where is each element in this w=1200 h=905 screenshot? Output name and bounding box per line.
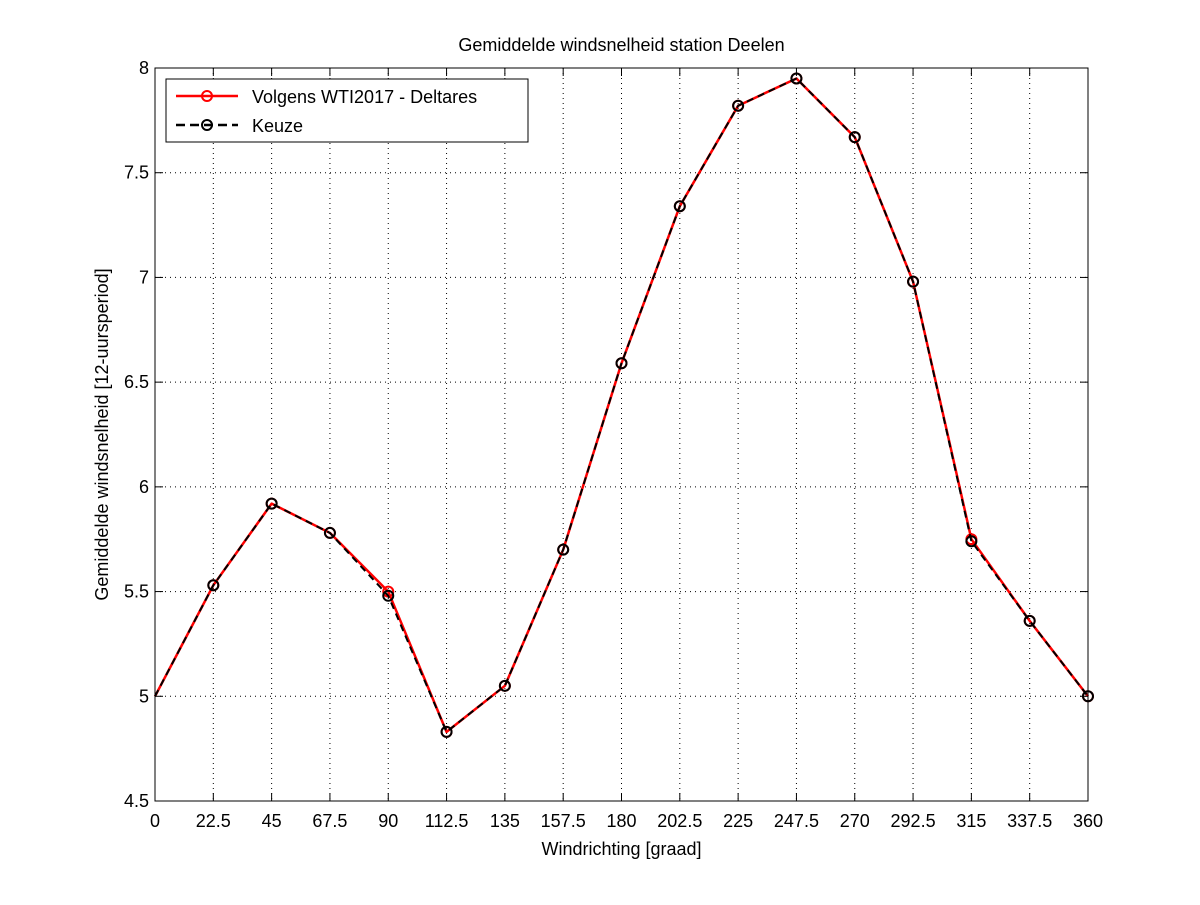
data-point-keuze <box>1023 614 1036 627</box>
x-axis-title: Windrichting [graad] <box>541 839 701 859</box>
x-tick-label: 315 <box>956 811 986 831</box>
x-tick-label: 225 <box>723 811 753 831</box>
data-point-keuze <box>673 200 686 213</box>
data-point-keuze <box>615 357 628 370</box>
data-point-keuze <box>907 275 920 288</box>
y-tick-label: 8 <box>139 58 149 78</box>
legend-marker-keuze <box>201 119 213 131</box>
y-tick-label: 7.5 <box>124 163 149 183</box>
legend: Volgens WTI2017 - Deltares Keuze <box>165 78 529 143</box>
data-point-keuze <box>732 99 745 112</box>
legend-label-deltares: Volgens WTI2017 - Deltares <box>252 87 477 107</box>
x-tick-label: 112.5 <box>425 811 469 831</box>
data-point-keuze <box>440 725 453 738</box>
legend-label-keuze: Keuze <box>252 116 303 136</box>
data-point-keuze <box>323 526 336 539</box>
x-tick-label: 360 <box>1073 811 1103 831</box>
series-layer <box>153 72 1094 738</box>
x-tick-label: 22.5 <box>196 811 231 831</box>
data-point-keuze <box>965 535 978 548</box>
legend-item-keuze: Keuze <box>176 116 303 136</box>
legend-marker-deltares <box>201 90 213 102</box>
data-point-keuze <box>265 497 278 510</box>
y-tick-label: 4.5 <box>124 791 149 811</box>
x-tick-label: 45 <box>262 811 282 831</box>
data-point-keuze <box>382 589 395 602</box>
x-tick-label: 270 <box>840 811 870 831</box>
x-tick-label: 0 <box>150 811 160 831</box>
x-tick-label: 180 <box>606 811 636 831</box>
x-tick-label: 292.5 <box>891 811 936 831</box>
y-tick-label: 7 <box>139 267 149 287</box>
data-point-keuze <box>498 679 511 692</box>
data-point-keuze <box>848 131 861 144</box>
chart-title: Gemiddelde windsnelheid station Deelen <box>458 35 784 55</box>
y-axis-title: Gemiddelde windsnelheid [12-uursperiod] <box>92 268 112 600</box>
y-tick-label: 6 <box>139 477 149 497</box>
legend-item-deltares: Volgens WTI2017 - Deltares <box>176 87 477 107</box>
axis-ticks: 0 22.5 45 67.5 90 112.5 135 157.5 180 202.5 225 247… <box>124 58 1103 831</box>
x-tick-label: 247.5 <box>774 811 819 831</box>
x-tick-label: 90 <box>378 811 398 831</box>
y-tick-label: 6.5 <box>124 372 149 392</box>
data-point-keuze <box>207 579 220 592</box>
legend-box <box>165 78 529 143</box>
y-tick-label: 5.5 <box>124 582 149 602</box>
y-tick-label: 5 <box>139 686 149 706</box>
series-line-keuze <box>154 77 1089 733</box>
grid <box>155 68 1088 801</box>
data-point-keuze <box>557 543 570 556</box>
x-tick-label: 67.5 <box>312 811 347 831</box>
x-tick-label: 157.5 <box>541 811 586 831</box>
x-tick-label: 135 <box>490 811 520 831</box>
x-tick-label: 202.5 <box>657 811 702 831</box>
x-tick-label: 337.5 <box>1007 811 1052 831</box>
